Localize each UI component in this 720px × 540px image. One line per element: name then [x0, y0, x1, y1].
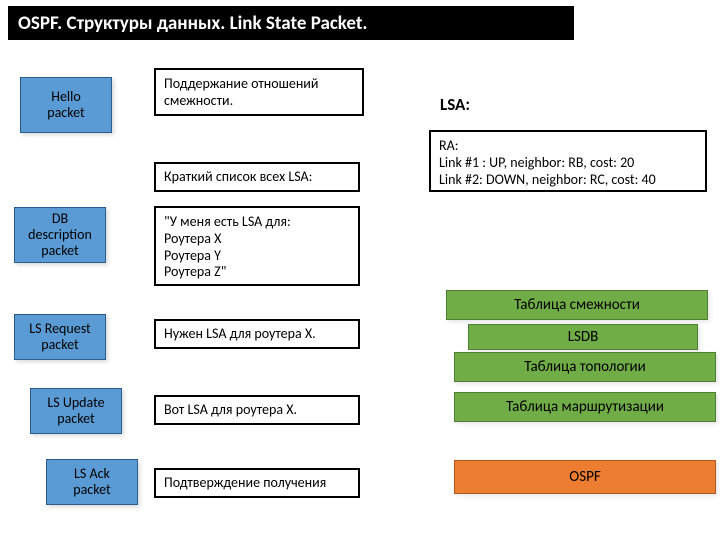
packet-hello: Hello packet	[20, 77, 112, 133]
packet-lsreq: LS Request packet	[14, 314, 106, 360]
note-lsupd-note: Вот LSA для роутера X.	[154, 395, 360, 425]
note-lsack-note: Подтверждение получения	[154, 468, 360, 498]
packet-lsack: LS Ack packet	[46, 459, 138, 505]
green-lsdb: LSDB	[468, 324, 698, 350]
slide-title: OSPF. Структуры данных. Link State Packe…	[8, 6, 574, 40]
note-hello-note: Поддержание отношений смежности.	[154, 68, 364, 116]
green-route-table: Таблица маршрутизации	[454, 392, 716, 422]
note-dbdesc-note: "У меня есть LSA для: Роутера X Роутера …	[154, 206, 360, 286]
ospf-box-label: OSPF	[569, 468, 600, 486]
title-text: OSPF. Структуры данных. Link State Packe…	[18, 12, 368, 35]
note-lsreq-note: Нужен LSA для роутера X.	[154, 319, 360, 349]
packet-dbdesc: DB description packet	[14, 207, 106, 263]
green-topo-table: Таблица топологии	[454, 352, 716, 382]
note-ra-note: RA: Link #1 : UP, neighbor: RB, cost: 20…	[429, 130, 707, 192]
ospf-box: OSPF	[454, 460, 716, 494]
note-lsa-list: Краткий список всех LSA:	[154, 162, 360, 192]
packet-lsupd: LS Update packet	[30, 388, 122, 434]
lsa-label: LSA:	[440, 94, 470, 115]
green-adj-table: Таблица смежности	[446, 290, 708, 320]
